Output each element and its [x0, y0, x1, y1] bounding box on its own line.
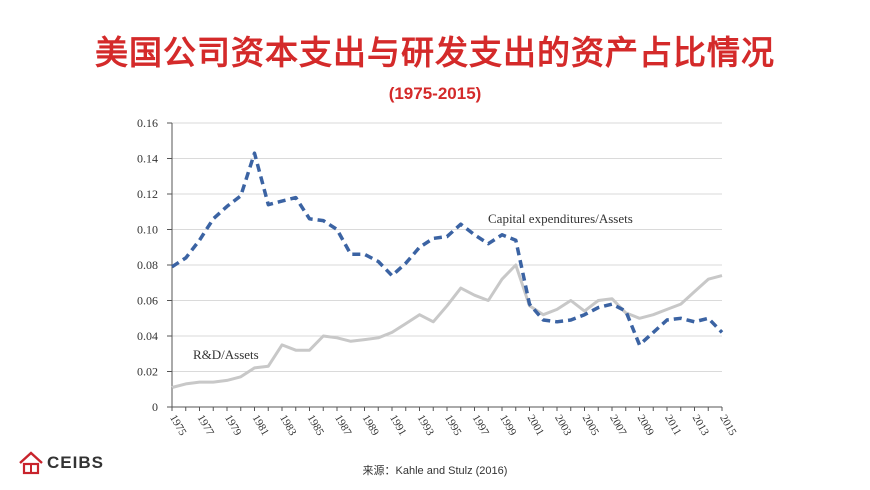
x-tick-label: 1993 — [415, 413, 437, 438]
x-tick-label: 2015 — [717, 413, 739, 438]
x-tick-label: 2009 — [635, 413, 657, 438]
rd-series-line — [171, 263, 723, 389]
ceibs-logo: CEIBS — [18, 451, 104, 475]
y-tick-label: 0.12 — [137, 187, 158, 201]
x-tick-label: 1985 — [305, 413, 327, 438]
x-tick-label: 1983 — [277, 413, 299, 438]
x-tick-label: 2011 — [662, 413, 683, 438]
x-tick-label: 2007 — [607, 413, 629, 438]
source-note: 来源：Kahle and Stulz (2016) — [362, 465, 508, 477]
y-tick-label: 0.10 — [137, 223, 158, 237]
x-tick-label: 2001 — [525, 413, 546, 438]
capex-series-label: Capital expenditures/Assets — [488, 211, 633, 226]
grid-lines — [172, 122, 722, 372]
x-tick-label: 1977 — [195, 413, 217, 438]
x-tick-label: 2005 — [580, 413, 602, 438]
x-tick-label: 2003 — [552, 413, 574, 438]
logo-text: CEIBS — [47, 453, 104, 472]
x-tick-label: 1975 — [167, 413, 189, 438]
y-tick-label: 0.06 — [137, 294, 158, 308]
series-lines — [171, 151, 724, 389]
x-tick-label: 1999 — [497, 413, 519, 438]
y-tick-label: 0.08 — [137, 258, 158, 272]
x-tick-label: 1979 — [222, 413, 244, 438]
ceibs-logo-icon — [19, 451, 43, 475]
x-tick-label: 1991 — [387, 413, 408, 438]
x-tick-label: 1989 — [360, 413, 382, 438]
capex-series-line — [171, 151, 724, 347]
x-tick-label: 1997 — [470, 413, 492, 438]
y-tick-label: 0.02 — [137, 365, 158, 379]
page-title: 美国公司资本支出与研发支出的资产占比情况 — [95, 33, 775, 72]
y-tick-label: 0.04 — [137, 329, 158, 343]
rd-series-label: R&D/Assets — [193, 347, 259, 362]
x-tick-label: 1981 — [250, 413, 271, 438]
series-annotations: Capital expenditures/Assets R&D/Assets — [193, 211, 633, 362]
x-tick-label: 1995 — [442, 413, 464, 438]
x-tick-label: 1987 — [332, 413, 354, 438]
axes — [167, 122, 723, 411]
y-tick-label: 0.14 — [137, 152, 158, 166]
x-tick-labels: 1975 1977 1979 1981 1983 1985 1987 1989 1991 1993… — [167, 413, 739, 438]
y-tick-label: 0 — [152, 400, 158, 414]
y-tick-labels: 0 0.02 0.04 0.06 0.08 0.10 0.12 0.14 0.16 — [137, 116, 158, 414]
x-tick-label: 2013 — [690, 413, 712, 438]
y-tick-label: 0.16 — [137, 116, 158, 130]
page-subtitle: (1975-2015) — [388, 84, 482, 103]
